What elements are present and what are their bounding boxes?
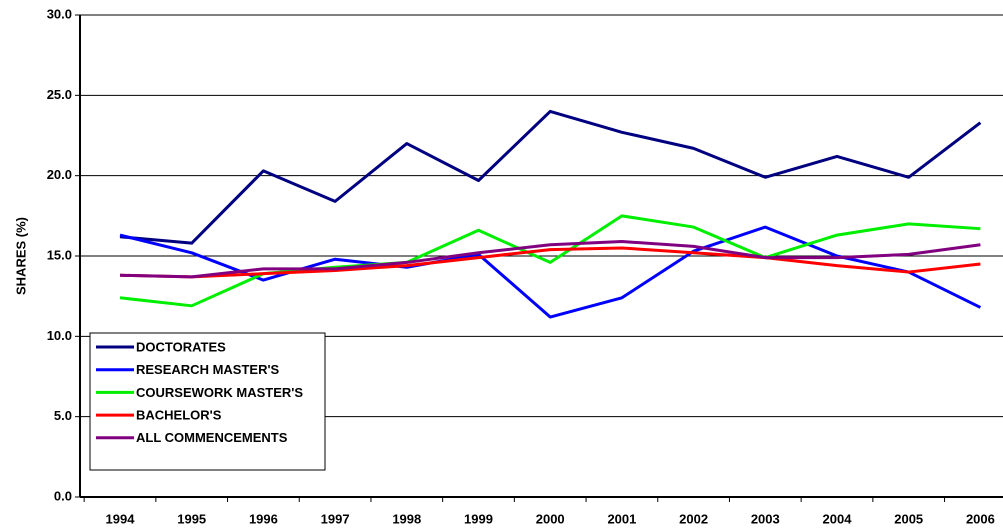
y-tick-label: 0.0 bbox=[54, 488, 72, 503]
x-tick-label: 1997 bbox=[321, 511, 350, 526]
x-tick-label: 2003 bbox=[751, 511, 780, 526]
series-line bbox=[119, 109, 982, 245]
x-tick-label: 1998 bbox=[392, 511, 421, 526]
y-axis-label: SHARES (%) bbox=[13, 217, 28, 295]
legend-label: ALL COMMENCEMENTS bbox=[136, 430, 288, 445]
y-tick-label: 25.0 bbox=[47, 87, 72, 102]
x-tick-label: 1999 bbox=[464, 511, 493, 526]
x-tick-label: 1995 bbox=[177, 511, 206, 526]
x-tick-label: 2004 bbox=[823, 511, 853, 526]
series-line bbox=[119, 240, 981, 279]
y-tick-label: 20.0 bbox=[47, 167, 72, 182]
x-tick-label: 2000 bbox=[536, 511, 565, 526]
legend-label: DOCTORATES bbox=[136, 339, 226, 354]
y-tick-label: 5.0 bbox=[54, 408, 72, 423]
series-line bbox=[119, 214, 981, 308]
x-tick-label: 1994 bbox=[106, 511, 136, 526]
series-line bbox=[119, 246, 981, 279]
x-tick-label: 2005 bbox=[894, 511, 923, 526]
x-tick-label: 2001 bbox=[607, 511, 636, 526]
y-tick-label: 15.0 bbox=[47, 247, 72, 262]
y-tick-label: 10.0 bbox=[47, 328, 72, 343]
x-tick-label: 1996 bbox=[249, 511, 278, 526]
x-tick-label: 2002 bbox=[679, 511, 708, 526]
y-tick-label: 30.0 bbox=[47, 6, 72, 21]
legend-label: RESEARCH MASTER'S bbox=[136, 362, 280, 377]
x-tick-label: 2006 bbox=[966, 511, 995, 526]
series-line bbox=[119, 225, 982, 319]
legend-label: BACHELOR'S bbox=[136, 408, 222, 423]
legend-box bbox=[89, 332, 326, 471]
legend-label: COURSEWORK MASTER'S bbox=[136, 385, 303, 400]
